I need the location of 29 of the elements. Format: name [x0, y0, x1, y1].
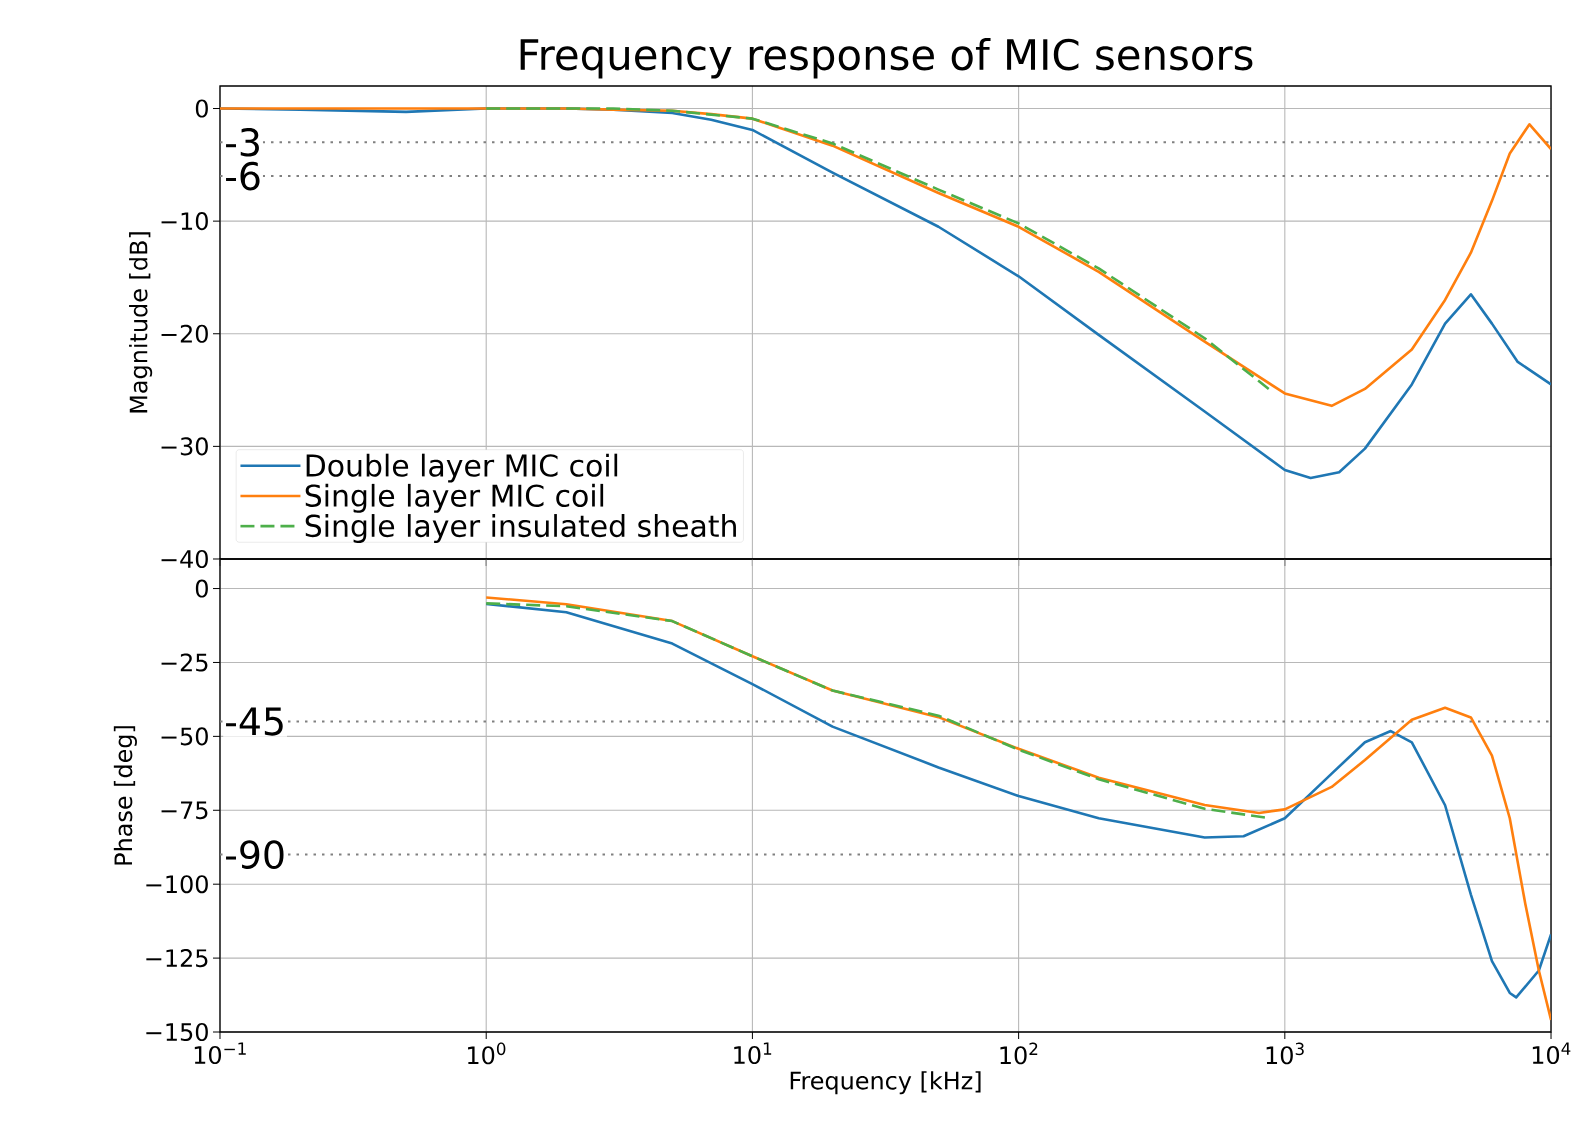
ref-line-label: -45 [226, 707, 283, 736]
ref-line-label: -6 [226, 161, 260, 191]
x-tick-label: 10$^{0}$ [468, 1042, 506, 1065]
y-tick-label: −10 [161, 212, 208, 231]
y-tick-label: −125 [146, 949, 208, 968]
y-tick-label: −100 [146, 875, 208, 894]
y-tick-label: 0 [195, 99, 208, 118]
ref-line-label: -3 [226, 127, 259, 157]
x-axis-title: Frequency [kHz] [790, 1071, 981, 1095]
y-tick-label: −40 [161, 549, 208, 569]
legend-label: Double layer MIC coil [306, 453, 618, 483]
x-tick-label: 10$^{1}$ [734, 1042, 772, 1065]
y-tick-label: −50 [161, 727, 208, 746]
chart-title: Frequency response of MIC sensors [520, 37, 1253, 79]
y-axis-title: Phase [deg] [113, 726, 137, 865]
y-tick-label: −20 [161, 324, 208, 343]
x-tick-label: 10$^{2}$ [1000, 1042, 1038, 1065]
y-tick-label: −75 [161, 801, 208, 820]
y-axis-title: Magnitude [dB] [129, 232, 153, 413]
y-tick-label: −150 [146, 1022, 208, 1042]
x-tick-label: 10$^{−1}$ [194, 1042, 246, 1065]
ref-line-label: -90 [226, 840, 284, 869]
x-tick-label: 10$^{4}$ [1532, 1042, 1571, 1065]
legend-label: Single layer MIC coil [305, 483, 604, 513]
y-tick-label: −25 [161, 653, 208, 672]
x-tick-label: 10$^{3}$ [1266, 1042, 1304, 1065]
y-tick-label: 0 [195, 579, 208, 598]
y-tick-label: −30 [161, 437, 208, 456]
legend-label: Single layer insulated sheath [305, 514, 736, 543]
